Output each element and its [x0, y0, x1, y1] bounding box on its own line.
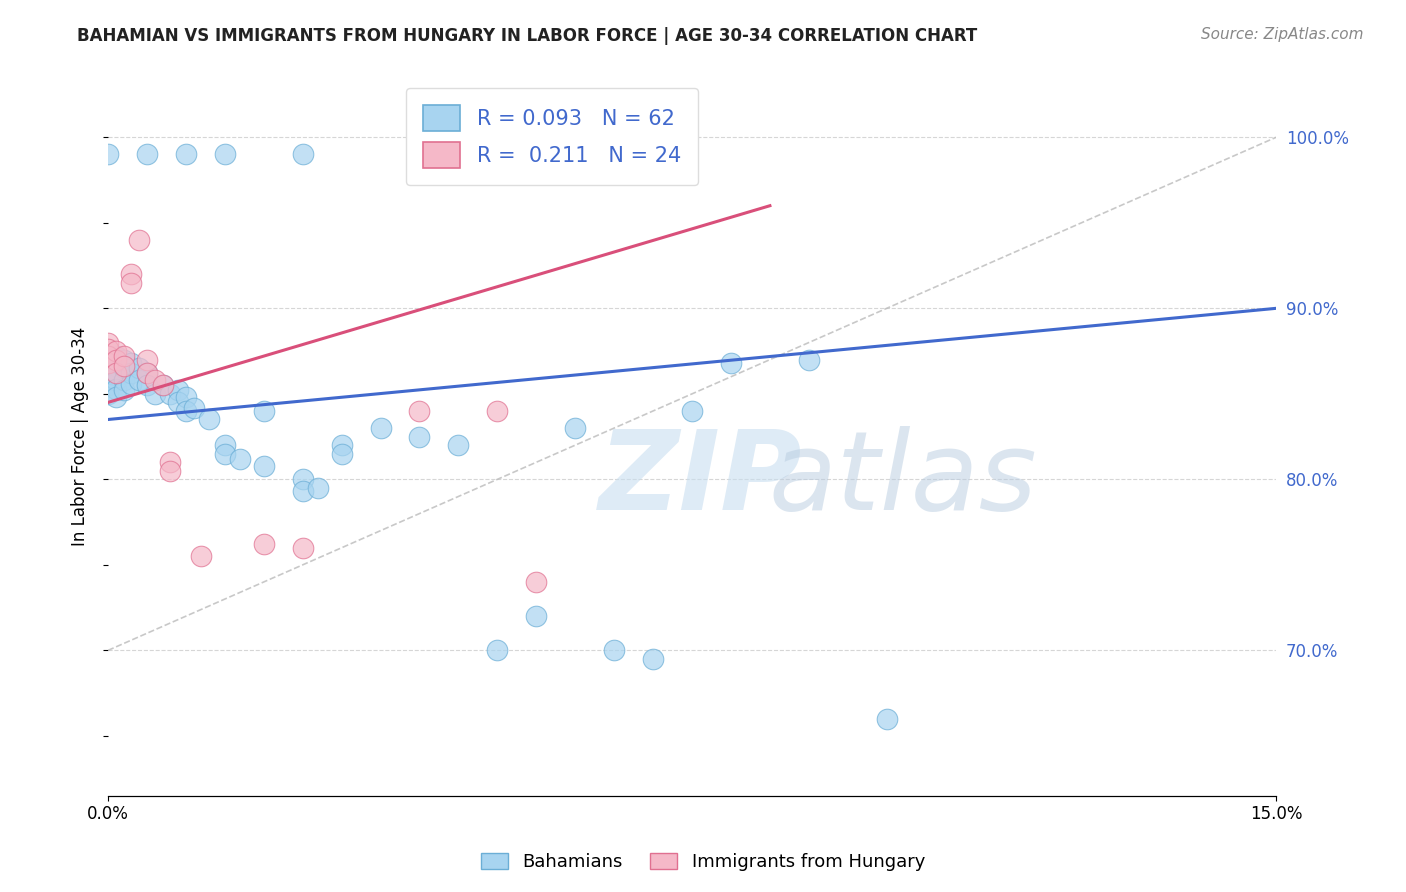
Point [214, 147, 236, 161]
Point [104, 367, 127, 381]
Point [97, 387, 120, 401]
Point [408, 147, 430, 161]
Point [167, 384, 190, 398]
Point [486, 643, 509, 657]
Point [135, 378, 157, 392]
Point [128, 233, 150, 247]
Point [104, 352, 127, 367]
Point [135, 147, 157, 161]
Point [97, 367, 120, 381]
Point [524, 574, 547, 589]
Point [128, 373, 150, 387]
Point [214, 447, 236, 461]
Point [174, 390, 197, 404]
Point [120, 276, 142, 290]
Point [291, 541, 314, 555]
Point [253, 458, 276, 473]
Point [135, 367, 157, 381]
Point [167, 395, 190, 409]
Point [97, 356, 120, 370]
Point [330, 447, 353, 461]
Point [128, 361, 150, 376]
Point [307, 481, 329, 495]
Point [564, 421, 586, 435]
Point [112, 349, 135, 363]
Point [97, 147, 120, 161]
Legend: Bahamians, Immigrants from Hungary: Bahamians, Immigrants from Hungary [474, 846, 932, 879]
Text: ZIP: ZIP [599, 426, 801, 533]
Point [112, 352, 135, 367]
Point [112, 361, 135, 376]
Text: Source: ZipAtlas.com: Source: ZipAtlas.com [1201, 27, 1364, 42]
Point [97, 349, 120, 363]
Point [720, 356, 742, 370]
Point [253, 404, 276, 418]
Point [447, 438, 470, 452]
Point [643, 652, 665, 666]
Point [143, 373, 166, 387]
Point [152, 378, 174, 392]
Point [104, 390, 127, 404]
Point [104, 373, 127, 387]
Point [135, 367, 157, 381]
Point [291, 484, 314, 499]
Point [159, 464, 181, 478]
Point [183, 401, 205, 415]
Point [112, 384, 135, 398]
Point [229, 451, 252, 466]
Point [97, 378, 120, 392]
Point [876, 712, 898, 726]
Point [152, 378, 174, 392]
Point [120, 367, 142, 381]
Point [524, 609, 547, 624]
Point [112, 373, 135, 387]
Point [104, 356, 127, 370]
Point [120, 267, 142, 281]
Point [408, 429, 430, 443]
Point [370, 421, 392, 435]
Point [104, 382, 127, 396]
Point [253, 537, 276, 551]
Point [408, 404, 430, 418]
Point [97, 335, 120, 350]
Y-axis label: In Labor Force | Age 30-34: In Labor Force | Age 30-34 [72, 327, 89, 546]
Point [120, 376, 142, 391]
Point [603, 643, 626, 657]
Point [143, 387, 166, 401]
Point [97, 361, 120, 376]
Point [214, 438, 236, 452]
Point [97, 356, 120, 370]
Point [97, 343, 120, 357]
Point [190, 549, 212, 564]
Point [681, 404, 703, 418]
Point [198, 412, 221, 426]
Point [97, 352, 120, 367]
Point [291, 472, 314, 486]
Point [174, 147, 197, 161]
Point [104, 344, 127, 359]
Point [104, 349, 127, 363]
Point [104, 365, 127, 379]
Point [159, 455, 181, 469]
Point [330, 438, 353, 452]
Text: atlas: atlas [768, 426, 1036, 533]
Point [97, 373, 120, 387]
Point [174, 404, 197, 418]
Point [797, 352, 820, 367]
Point [135, 352, 157, 367]
Legend: R = 0.093   N = 62, R =  0.211   N = 24: R = 0.093 N = 62, R = 0.211 N = 24 [406, 87, 697, 186]
Point [486, 404, 509, 418]
Point [112, 359, 135, 374]
Point [291, 147, 314, 161]
Text: BAHAMIAN VS IMMIGRANTS FROM HUNGARY IN LABOR FORCE | AGE 30-34 CORRELATION CHART: BAHAMIAN VS IMMIGRANTS FROM HUNGARY IN L… [77, 27, 977, 45]
Point [159, 387, 181, 401]
Point [120, 356, 142, 370]
